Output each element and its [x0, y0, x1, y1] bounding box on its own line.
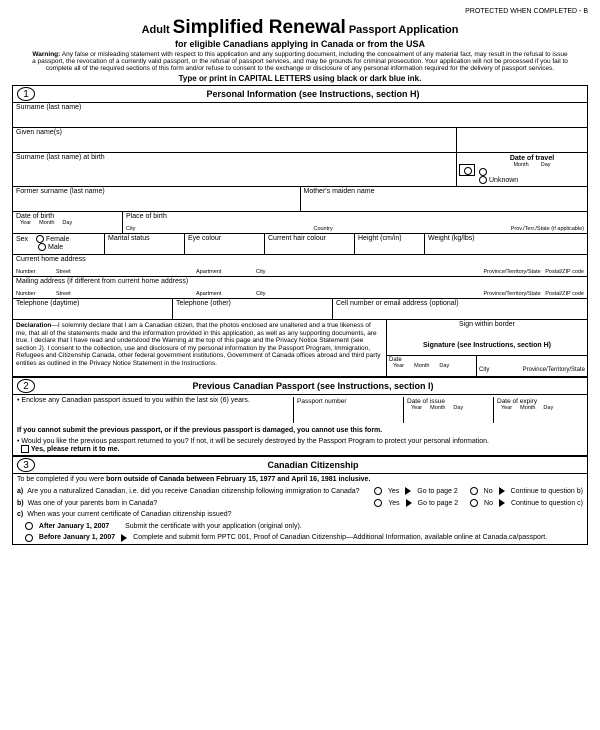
marital-field[interactable]: Marital status: [105, 234, 185, 254]
qa-yes-radio[interactable]: [374, 487, 382, 495]
section-3-num: 3: [17, 458, 35, 472]
qb-no-radio[interactable]: [470, 499, 478, 507]
section-1-num: 1: [17, 87, 35, 101]
surname-field[interactable]: Surname (last name): [13, 103, 587, 127]
height-field[interactable]: Height (cm/in): [355, 234, 425, 254]
return-yes-checkbox[interactable]: [21, 445, 29, 453]
section-2-title: Previous Canadian Passport (see Instruct…: [39, 381, 587, 391]
after-2007-radio[interactable]: [25, 522, 33, 530]
qa-no-radio[interactable]: [470, 487, 478, 495]
mailing-address-field[interactable]: Mailing address (if different from curre…: [13, 277, 587, 298]
question-b: b)Was one of your parents born in Canada…: [13, 497, 587, 509]
dob-field[interactable]: Date of birth YearMonthDay: [13, 212, 123, 233]
title-main: Simplified Renewal: [173, 17, 346, 39]
former-surname-field[interactable]: Former surname (last name): [13, 187, 301, 211]
section-3-title: Canadian Citizenship: [39, 460, 587, 470]
citizenship-intro: To be completed if you were born outside…: [13, 474, 587, 485]
arrow-icon: [405, 487, 411, 495]
after-2007-option: After January 1, 2007 Submit the certifi…: [13, 520, 587, 532]
type-instruction: Type or print in CAPITAL LETTERS using b…: [12, 74, 588, 83]
pob-field[interactable]: Place of birth CityCountryProv./Terr./St…: [123, 212, 587, 233]
warning-text: Warning: Any false or misleading stateme…: [32, 51, 568, 72]
section-1-body: Surname (last name) Given name(s) Surnam…: [12, 102, 588, 377]
sex-field: Sex Female Male: [13, 234, 105, 254]
question-a: a)Are you a naturalized Canadian, i.e. d…: [13, 485, 587, 497]
given-names-field[interactable]: Given name(s): [13, 128, 457, 152]
signature-box[interactable]: Sign within border Signature (see Instru…: [387, 320, 587, 356]
arrow-icon: [499, 487, 505, 495]
date-of-travel: Date of travel MonthDay Unknown: [457, 153, 587, 186]
subtitle: for eligible Canadians applying in Canad…: [12, 39, 588, 49]
declaration-text: Declaration—I solemnly declare that I am…: [13, 320, 387, 376]
title: Adult Simplified Renewal Passport Applic…: [12, 17, 588, 39]
weight-field[interactable]: Weight (kg/lbs): [425, 234, 587, 254]
title-adult: Adult: [142, 24, 170, 36]
section-3-body: To be completed if you were born outside…: [12, 473, 588, 545]
return-passport-question: • Would you like the previous passport r…: [13, 436, 587, 456]
before-2007-radio[interactable]: [25, 534, 33, 542]
signature-column: Sign within border Signature (see Instru…: [387, 320, 587, 376]
sex-male-radio[interactable]: [38, 243, 46, 251]
enclose-passport-text: • Enclose any Canadian passport issued t…: [17, 397, 293, 404]
telephone-other-field[interactable]: Telephone (other): [173, 299, 333, 319]
section-3-header: 3 Canadian Citizenship: [12, 457, 588, 473]
travel-date-box: [457, 128, 587, 152]
qb-yes-radio[interactable]: [374, 499, 382, 507]
sign-date-field[interactable]: DateYearMonthDay: [387, 356, 477, 376]
passport-damaged-warning: If you cannot submit the previous passpo…: [13, 425, 587, 436]
title-passport: Passport Application: [349, 24, 459, 36]
date-issue-field[interactable]: Date of issueYearMonthDay: [403, 397, 493, 423]
passport-number-field[interactable]: Passport number: [293, 397, 403, 423]
mother-maiden-field[interactable]: Mother's maiden name: [301, 187, 588, 211]
arrow-icon: [499, 499, 505, 507]
surname-birth-field[interactable]: Surname (last name) at birth: [13, 153, 457, 186]
section-1-header: 1 Personal Information (see Instructions…: [12, 85, 588, 102]
sign-city-field[interactable]: CityProvince/Territory/State: [477, 356, 587, 376]
camera-icon: [459, 164, 475, 176]
before-2007-option: Before January 1, 2007Complete and submi…: [13, 532, 587, 544]
section-2-num: 2: [17, 379, 35, 393]
current-address-field[interactable]: Current home address NumberStreetApartme…: [13, 255, 587, 276]
passport-form: PROTECTED WHEN COMPLETED - B Adult Simpl…: [0, 0, 600, 553]
protected-label: PROTECTED WHEN COMPLETED - B: [12, 8, 588, 15]
arrow-icon: [121, 534, 127, 542]
section-2-header: 2 Previous Canadian Passport (see Instru…: [12, 377, 588, 394]
question-c: c)When was your current certificate of C…: [13, 509, 587, 520]
travel-or-radio[interactable]: [479, 168, 487, 176]
travel-unknown-radio[interactable]: [479, 176, 487, 184]
telephone-daytime-field[interactable]: Telephone (daytime): [13, 299, 173, 319]
date-expiry-field[interactable]: Date of expiryYearMonthDay: [493, 397, 583, 423]
section-1-title: Personal Information (see Instructions, …: [39, 89, 587, 99]
sex-female-radio[interactable]: [36, 235, 44, 243]
eye-colour-field[interactable]: Eye colour: [185, 234, 265, 254]
cell-email-field[interactable]: Cell number or email address (optional): [333, 299, 587, 319]
hair-colour-field[interactable]: Current hair colour: [265, 234, 355, 254]
arrow-icon: [406, 499, 412, 507]
section-2-body: • Enclose any Canadian passport issued t…: [12, 394, 588, 457]
